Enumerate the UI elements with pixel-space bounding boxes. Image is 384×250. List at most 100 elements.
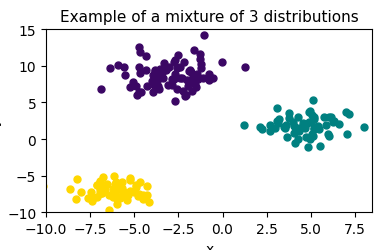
Point — [137, 72, 143, 76]
Point — [97, 192, 103, 196]
Point — [183, 94, 189, 98]
Point — [144, 193, 150, 197]
Point — [121, 74, 127, 78]
Point — [119, 186, 125, 190]
Point — [311, 118, 317, 122]
Point — [112, 191, 118, 195]
Point — [139, 197, 146, 201]
Point — [125, 193, 131, 197]
Point — [78, 190, 84, 194]
Point — [127, 178, 133, 182]
Point — [331, 119, 337, 123]
Point — [146, 200, 152, 204]
Point — [184, 78, 190, 82]
Point — [97, 180, 103, 184]
Point — [94, 196, 100, 200]
Point — [197, 58, 203, 62]
Point — [292, 142, 298, 146]
Point — [120, 191, 126, 195]
Point — [99, 191, 105, 195]
Point — [307, 137, 313, 141]
Point — [104, 182, 110, 186]
Point — [172, 72, 178, 76]
Point — [275, 121, 281, 125]
Point — [295, 138, 301, 141]
Point — [109, 188, 116, 192]
Point — [172, 59, 178, 63]
Point — [166, 66, 172, 70]
Point — [210, 76, 216, 80]
Point — [121, 190, 127, 194]
Point — [291, 125, 297, 129]
Point — [154, 80, 161, 84]
Point — [114, 202, 120, 206]
Point — [283, 124, 289, 128]
Point — [115, 64, 121, 68]
Point — [306, 110, 313, 114]
Point — [177, 66, 184, 70]
Point — [206, 73, 212, 77]
Point — [143, 69, 149, 73]
Point — [94, 184, 101, 188]
Point — [267, 123, 273, 127]
Point — [346, 112, 352, 116]
Point — [192, 82, 198, 86]
Point — [88, 190, 94, 194]
Point — [130, 80, 136, 84]
Point — [136, 192, 142, 196]
Point — [90, 196, 96, 200]
Point — [323, 124, 329, 128]
Point — [274, 119, 280, 123]
Point — [189, 78, 195, 82]
Point — [118, 186, 124, 190]
Point — [100, 188, 106, 192]
Point — [291, 132, 297, 136]
Point — [308, 121, 314, 125]
Point — [150, 91, 156, 95]
Point — [131, 190, 137, 194]
Point — [179, 76, 185, 80]
Point — [123, 196, 129, 200]
Point — [170, 61, 177, 65]
Point — [151, 84, 157, 88]
Point — [114, 198, 120, 202]
Point — [194, 73, 200, 77]
Point — [138, 91, 144, 95]
Point — [326, 115, 332, 119]
Point — [97, 179, 103, 183]
Point — [144, 184, 150, 188]
Point — [132, 183, 139, 187]
Point — [154, 74, 160, 78]
Point — [201, 34, 207, 38]
Point — [187, 68, 193, 72]
Point — [133, 186, 139, 190]
Point — [186, 70, 192, 73]
Point — [315, 124, 321, 128]
Point — [116, 187, 122, 191]
Point — [344, 132, 350, 136]
Point — [136, 66, 142, 70]
Point — [361, 125, 367, 129]
Point — [161, 62, 167, 66]
Point — [120, 194, 126, 198]
Point — [193, 76, 199, 80]
Point — [155, 85, 161, 89]
Point — [177, 77, 183, 81]
Point — [197, 63, 204, 67]
Point — [152, 69, 158, 73]
Point — [284, 136, 290, 140]
Point — [124, 198, 130, 202]
Point — [84, 196, 91, 200]
Point — [98, 88, 104, 92]
Point — [142, 55, 149, 59]
Point — [325, 132, 331, 136]
Point — [110, 195, 116, 199]
Point — [113, 180, 119, 184]
Point — [107, 66, 113, 70]
Point — [171, 78, 177, 82]
Point — [98, 191, 104, 195]
Point — [117, 196, 123, 200]
Point — [150, 74, 156, 78]
Point — [160, 70, 166, 74]
Point — [185, 84, 192, 88]
